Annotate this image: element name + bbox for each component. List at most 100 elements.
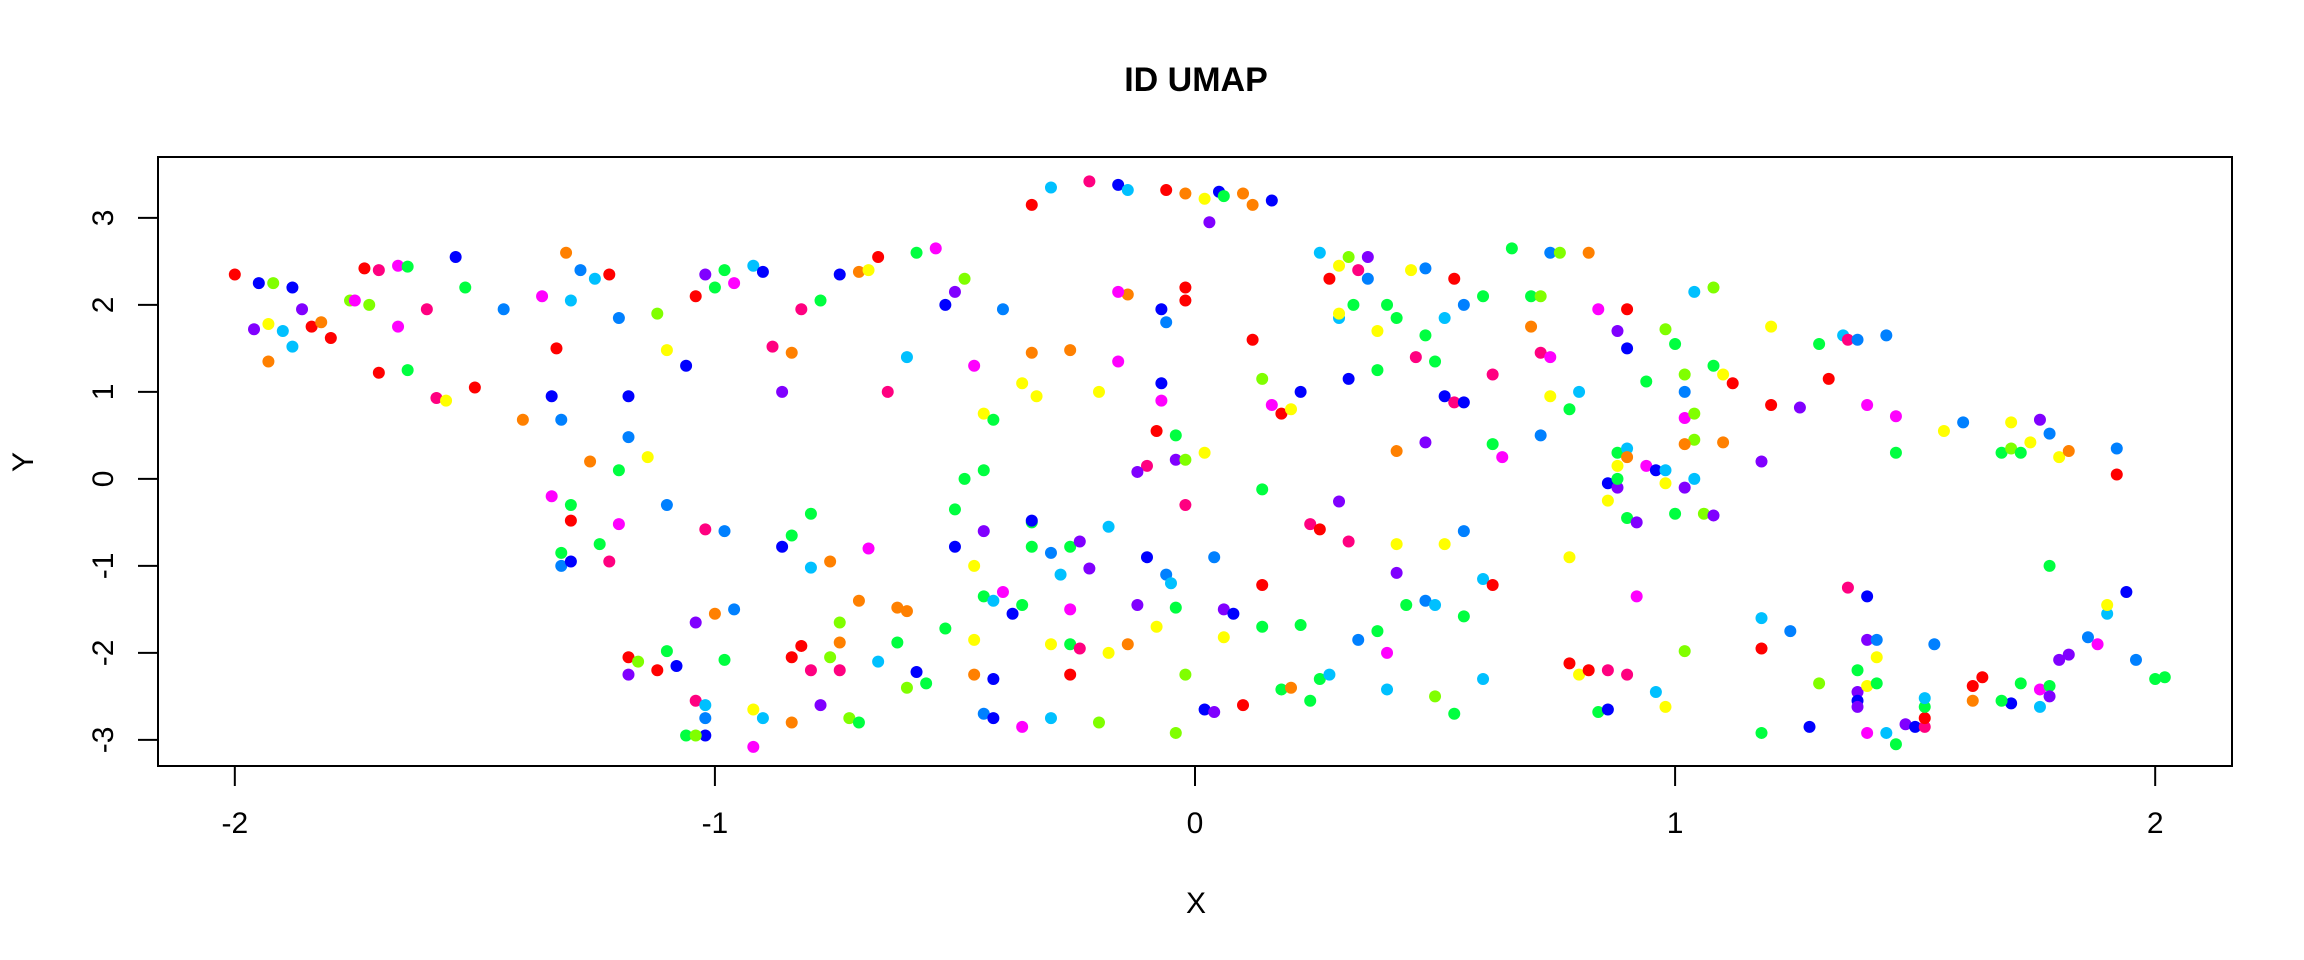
data-point [1880,726,1893,739]
data-point [588,272,601,285]
data-point [1304,518,1317,531]
data-point [1208,551,1221,564]
data-point [651,664,664,677]
data-point [1169,429,1182,442]
data-point [996,586,1009,598]
data-point [843,712,856,725]
data-point [612,311,625,324]
data-point [1717,368,1730,381]
data-point [468,381,481,394]
data-point [286,340,299,353]
data-point [1573,385,1586,398]
data-point [401,364,414,377]
data-point [852,265,865,278]
data-point [1966,679,1979,692]
data-point [1390,311,1403,324]
data-point [1611,481,1624,494]
data-point [1448,707,1461,720]
data-point [948,285,961,298]
data-point [804,507,817,520]
data-point [1640,375,1653,388]
data-point [1342,251,1355,264]
data-point [1678,412,1691,424]
y-tick-label: 0 [87,471,120,488]
data-point [1457,610,1470,623]
data-point [1937,425,1950,438]
data-point [1457,298,1470,311]
data-point [1496,451,1509,464]
data-point [1822,372,1835,385]
data-point [632,655,645,668]
data-point [1784,625,1797,638]
data-point [1870,633,1883,646]
data-point [1573,668,1586,681]
data-point [1342,372,1355,385]
data-point [545,490,558,503]
data-point [747,703,760,716]
data-point [564,514,577,527]
data-point [612,464,625,477]
data-point [1477,572,1490,585]
data-point [1678,438,1691,451]
data-point [1203,216,1216,229]
chart-title: ID UMAP [1124,61,1268,99]
data-point [1064,540,1077,553]
data-point [2062,648,2075,661]
data-point [1611,325,1624,337]
data-point [536,290,549,303]
data-point [1313,246,1326,259]
data-point [987,673,1000,685]
data-point [1073,535,1086,548]
data-point [1717,436,1730,449]
data-point [1371,625,1384,638]
data-point [1601,494,1614,507]
x-tick-label: 0 [1187,807,1204,840]
data-point [881,385,894,398]
data-point [1169,453,1182,466]
data-point [1342,535,1355,548]
data-point [1918,712,1931,725]
data-point [1841,581,1854,594]
data-point [660,499,673,511]
data-point [1678,368,1691,381]
data-point [622,431,635,444]
data-point [1707,509,1720,522]
data-point [449,251,462,264]
data-point [1544,390,1557,403]
data-point [1227,607,1240,620]
data-point [756,265,769,278]
data-point [1073,642,1086,655]
data-point [1995,694,2008,707]
data-point [1419,594,1432,607]
data-point [900,351,913,364]
data-point [1405,264,1418,277]
data-point [1429,355,1442,368]
data-point [900,605,913,618]
data-point [2033,413,2046,426]
data-point [1621,303,1634,316]
data-point [2101,607,2114,620]
data-point [1659,700,1672,713]
data-point [392,259,405,272]
data-point [1889,446,1902,459]
data-point [286,281,299,294]
data-point [545,390,558,403]
data-point [564,499,577,511]
data-point [363,298,376,311]
data-point [1419,329,1432,342]
y-tick-label: -1 [87,553,120,580]
data-point [555,559,568,572]
plot-frame [157,156,2233,767]
data-point [1448,396,1461,409]
data-point [1179,668,1192,681]
data-point [315,316,328,329]
data-point [1755,455,1768,468]
data-point [833,664,846,677]
data-point [1726,377,1739,390]
data-point [1448,272,1461,285]
data-point [699,729,712,742]
data-point [1246,198,1259,211]
data-point [1621,442,1634,455]
data-point [1544,246,1557,259]
